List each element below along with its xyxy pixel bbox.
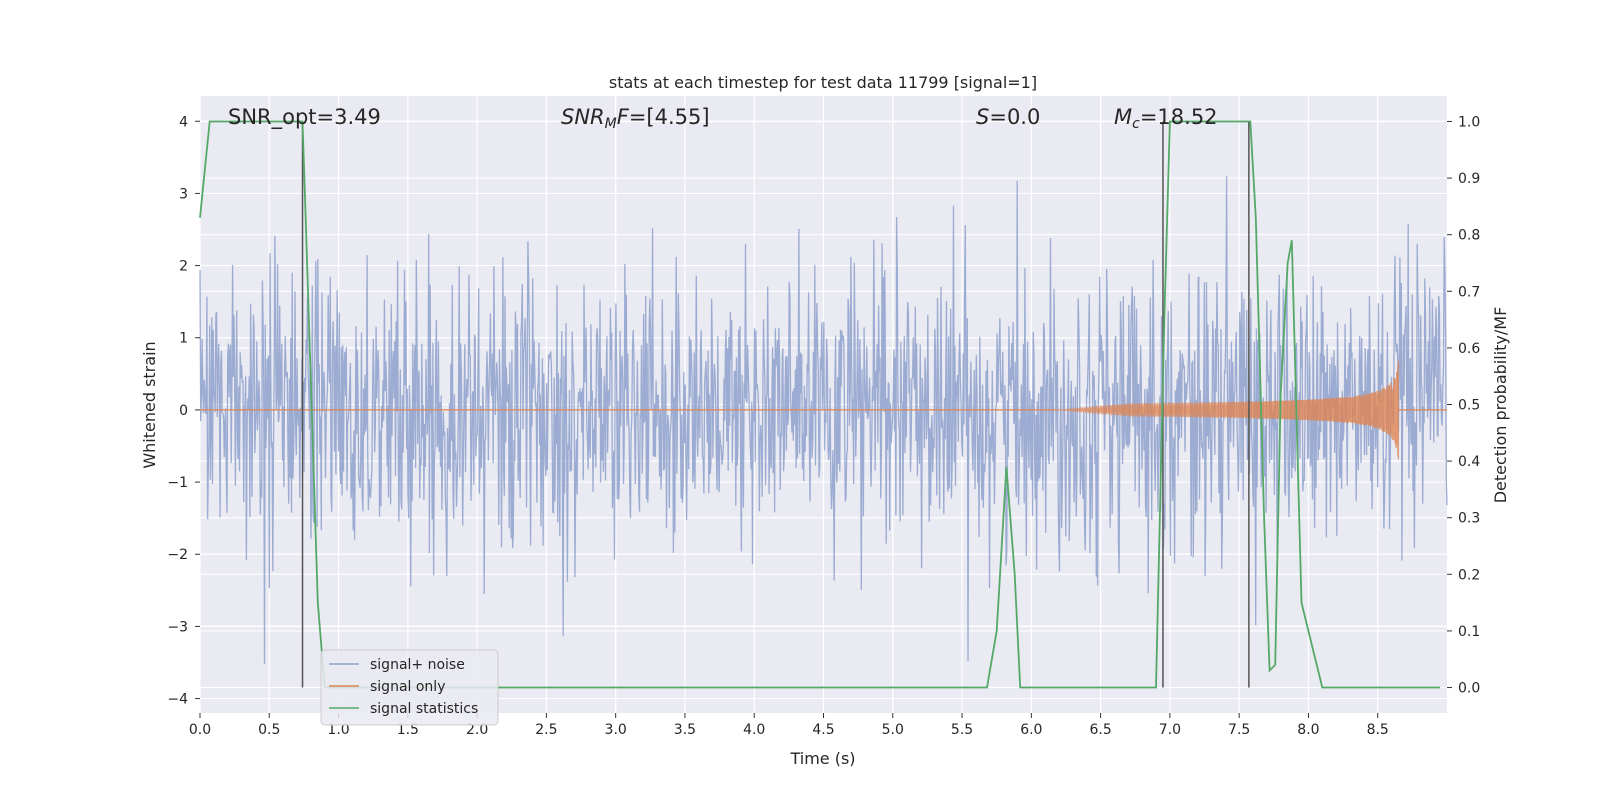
y-right-tick-label: 0.4 bbox=[1458, 454, 1480, 470]
x-tick-label: 2.0 bbox=[466, 722, 488, 738]
x-tick-label: 1.5 bbox=[397, 722, 419, 738]
signal-chirp bbox=[1059, 360, 1399, 460]
annotation-snr-mf-value: =[4.55] bbox=[629, 105, 710, 129]
y-right-tick-label: 0.8 bbox=[1458, 228, 1480, 244]
annotation-mc: Mc=18.52 bbox=[1114, 105, 1218, 132]
annotation-s: S=0.0 bbox=[976, 105, 1040, 129]
legend-label-stats: signal statistics bbox=[370, 701, 478, 717]
legend-box bbox=[320, 649, 499, 726]
legend-label-signal: signal only bbox=[370, 679, 445, 695]
y-tick-label: −2 bbox=[167, 547, 188, 563]
x-tick-label: 7.5 bbox=[1228, 722, 1250, 738]
y-right-tick-label: 0.2 bbox=[1458, 567, 1480, 583]
x-tick-label: 8.0 bbox=[1297, 722, 1319, 738]
y-tick-label: −4 bbox=[167, 692, 188, 708]
annotation-mc-value: =18.52 bbox=[1140, 105, 1218, 129]
x-tick-label: 6.0 bbox=[1020, 722, 1042, 738]
y-right-axis-label: Detection probability/MF bbox=[1491, 307, 1510, 504]
x-tick-label: 5.0 bbox=[882, 722, 904, 738]
y-tick-label: 4 bbox=[179, 114, 188, 130]
chart-title: stats at each timestep for test data 117… bbox=[609, 73, 1037, 92]
x-axis-label: Time (s) bbox=[789, 749, 855, 768]
y-right-tick-label: 1.0 bbox=[1458, 114, 1480, 130]
x-tick-label: 2.5 bbox=[535, 722, 557, 738]
x-tick-label: 5.5 bbox=[951, 722, 973, 738]
x-tick-label: 4.0 bbox=[743, 722, 765, 738]
y-right-tick-label: 0.1 bbox=[1458, 624, 1480, 640]
annotation-snr-mf-subscript: M bbox=[605, 116, 617, 132]
legend-label-noise: signal+ noise bbox=[370, 657, 465, 673]
legend: signal+ noise signal only signal statist… bbox=[320, 649, 499, 726]
series-signal-statistics bbox=[199, 120, 1441, 689]
annotation-snr-mf-f: F bbox=[617, 105, 630, 129]
x-tick-label: 7.0 bbox=[1159, 722, 1181, 738]
y-right-tick-label: 0.0 bbox=[1458, 681, 1480, 697]
annotation-snr-mf-symbol: SNR bbox=[561, 105, 605, 129]
annotation-s-value: =0.0 bbox=[989, 105, 1040, 129]
y-axis-label: Whitened strain bbox=[140, 341, 159, 468]
noise-line bbox=[199, 176, 1448, 665]
y-axis-ticks: −4 −3 −2 −1 0 1 2 3 4 bbox=[167, 114, 200, 708]
x-tick-label: 3.5 bbox=[674, 722, 696, 738]
x-tick-label: 0.5 bbox=[258, 722, 280, 738]
y-tick-label: −1 bbox=[167, 475, 188, 491]
series-signal-only bbox=[200, 360, 1447, 460]
x-axis-ticks: 0.0 0.5 1.0 1.5 2.0 2.5 3.0 3.5 4.0 4.5 5.0 5.5 6.0 6… bbox=[189, 713, 1389, 738]
y-right-tick-label: 0.6 bbox=[1458, 341, 1480, 357]
y-tick-label: 0 bbox=[179, 403, 188, 419]
x-tick-label: 0.0 bbox=[189, 722, 211, 738]
y-right-tick-label: 0.9 bbox=[1458, 171, 1480, 187]
annotation-mc-symbol: M bbox=[1114, 105, 1132, 129]
y-tick-label: 3 bbox=[179, 186, 188, 202]
y-right-tick-label: 0.3 bbox=[1458, 511, 1480, 527]
annotation-snr-opt: SNR_opt=3.49 bbox=[228, 105, 381, 130]
x-tick-label: 1.0 bbox=[327, 722, 349, 738]
x-tick-label: 8.5 bbox=[1367, 722, 1389, 738]
annotation-mc-subscript: c bbox=[1132, 116, 1140, 132]
y-tick-label: 2 bbox=[179, 259, 188, 275]
x-tick-label: 3.0 bbox=[605, 722, 627, 738]
stats-line bbox=[199, 120, 1441, 689]
annotation-snr-mf: SNRMF=[4.55] bbox=[561, 105, 710, 132]
y-right-axis-ticks: 0.0 0.1 0.2 0.3 0.4 0.5 0.6 0.7 0.8 0.9 1.0 bbox=[1447, 114, 1480, 697]
x-tick-label: 6.5 bbox=[1089, 722, 1111, 738]
y-tick-label: −3 bbox=[167, 619, 188, 635]
annotation-s-symbol: S bbox=[976, 105, 989, 129]
x-tick-label: 4.5 bbox=[812, 722, 834, 738]
y-right-tick-label: 0.7 bbox=[1458, 284, 1480, 300]
y-tick-label: 1 bbox=[179, 331, 188, 347]
y-right-tick-label: 0.5 bbox=[1458, 398, 1480, 414]
series-signal-noise bbox=[199, 176, 1448, 665]
